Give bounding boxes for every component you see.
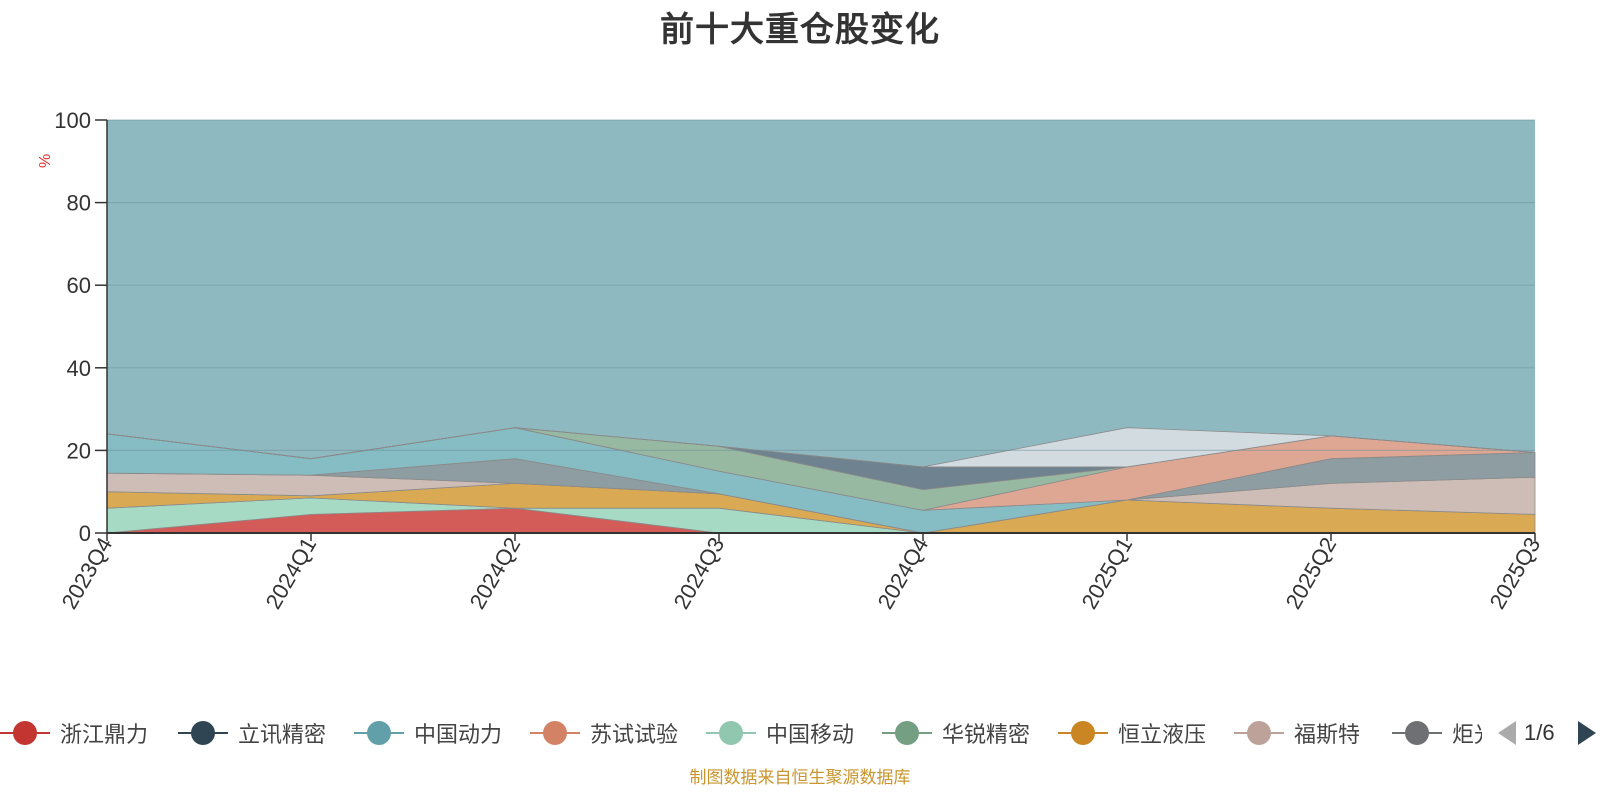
legend-label: 中国动力 — [414, 722, 503, 747]
legend-marker-icon — [178, 712, 228, 754]
y-tick-label: 20 — [67, 438, 91, 463]
legend-marker-icon — [1058, 712, 1108, 754]
legend-item[interactable]: 中国移动 — [706, 712, 854, 754]
legend-label: 炬光科技 — [1452, 722, 1482, 747]
legend-marker-icon — [882, 712, 932, 754]
legend-prev-page-button[interactable] — [1498, 721, 1516, 745]
y-tick-label: 80 — [67, 191, 91, 216]
x-tick-label: 2025Q2 — [1281, 533, 1342, 613]
legend-marker-icon — [530, 712, 580, 754]
legend-label: 华锐精密 — [942, 722, 1031, 747]
legend-marker-icon — [354, 712, 404, 754]
legend-label: 福斯特 — [1294, 722, 1361, 747]
legend-item[interactable]: 立讯精密 — [178, 712, 326, 754]
chart-title: 前十大重仓股变化 — [660, 11, 940, 49]
legend-item[interactable]: 浙江鼎力 — [0, 712, 148, 754]
legend-label: 浙江鼎力 — [60, 722, 149, 747]
x-tick-label: 2024Q4 — [873, 533, 934, 613]
y-tick-label: 100 — [54, 108, 91, 133]
legend-item[interactable]: 苏试试验 — [530, 712, 678, 754]
x-tick-label: 2024Q1 — [261, 533, 322, 613]
legend-marker-icon — [1234, 712, 1284, 754]
legend-item[interactable]: 福斯特 — [1234, 712, 1360, 754]
area-series-9 — [106, 427, 1536, 468]
legend-item[interactable]: 恒立液压 — [1058, 712, 1206, 754]
legend-label: 恒立液压 — [1118, 722, 1207, 747]
legend-items: 浙江鼎力 立讯精密 中国动力 苏试试验 中国移动 华锐精密 恒立液压 福斯特 炬光科技 — [0, 712, 1482, 754]
legend-marker-icon — [706, 712, 756, 754]
y-tick-label: 60 — [67, 273, 91, 298]
legend-page-indicator: 1/6 — [1524, 720, 1555, 745]
legend-item[interactable]: 中国动力 — [354, 712, 502, 754]
x-tick-label: 2025Q1 — [1077, 533, 1138, 613]
legend-item[interactable]: 华锐精密 — [882, 712, 1030, 754]
x-tick-label: 2024Q2 — [465, 533, 526, 613]
y-tick-label: 0 — [79, 521, 91, 546]
legend-next-page-button[interactable] — [1578, 721, 1596, 745]
legend-marker-icon — [0, 712, 50, 754]
legend-label: 苏试试验 — [590, 722, 679, 747]
y-tick-label: 40 — [67, 356, 91, 381]
x-tick-label: 2024Q3 — [669, 533, 730, 613]
source-note: 制图数据来自恒生聚源数据库 — [689, 768, 911, 787]
legend-label: 立讯精密 — [238, 722, 327, 747]
y-axis-label: % — [37, 154, 54, 168]
x-tick-label: 2025Q3 — [1485, 533, 1546, 613]
legend-pager: 1/6 — [1498, 712, 1600, 754]
legend-item[interactable]: 炬光科技 — [1392, 712, 1482, 754]
legend-marker-icon — [1392, 712, 1442, 754]
legend: 浙江鼎力 立讯精密 中国动力 苏试试验 中国移动 华锐精密 恒立液压 福斯特 炬光科技 1/6 — [0, 712, 1600, 754]
legend-label: 中国移动 — [766, 722, 855, 747]
